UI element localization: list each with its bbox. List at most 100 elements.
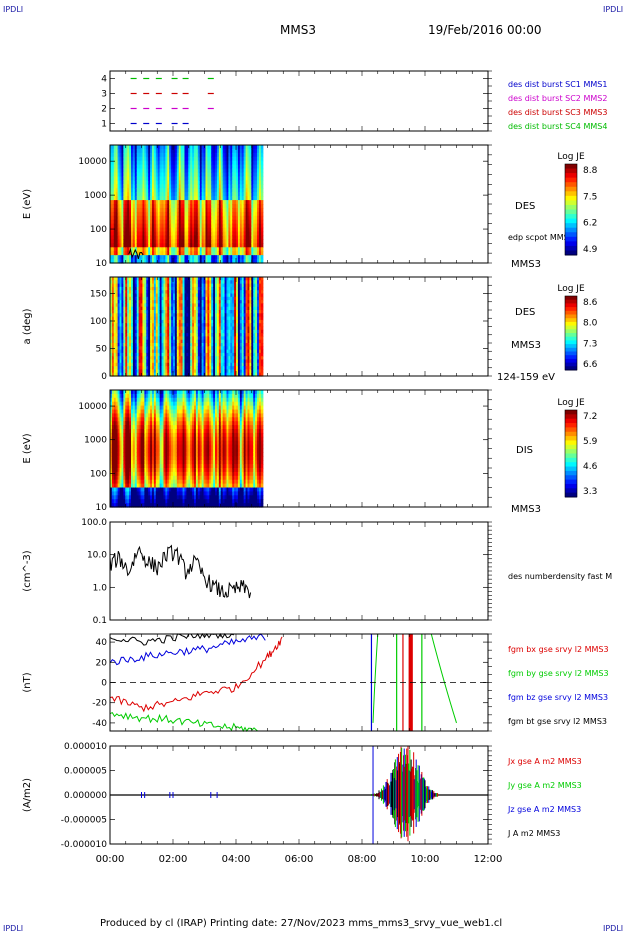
dis-energy-colorbar-segment <box>565 410 577 415</box>
pitch-colorbar-frame <box>564 295 578 371</box>
pitch-y-tick-label: 0 <box>101 372 107 382</box>
des-energy-y-tick-label: 10000 <box>78 157 107 167</box>
dis-energy-colorbar-segment <box>565 427 577 433</box>
x-tick-label: 02:00 <box>159 854 188 865</box>
current-legend-1: Jx gse A m2 MMS3 <box>507 757 582 766</box>
corner-label-bottom-left: IPDLI <box>3 924 24 933</box>
pitch-sc-label: MMS3 <box>511 340 541 351</box>
des-energy-colorbar-segment <box>565 204 577 210</box>
bfield-ylabel: (nT) <box>22 672 33 692</box>
scpot-trace <box>128 247 144 259</box>
dis-energy-colorbar-tick-label: 7.2 <box>583 412 597 422</box>
date-title: 19/Feb/2016 00:00 <box>428 23 542 37</box>
density-y-tick-label: 0.1 <box>93 616 107 626</box>
x-tick-label: 08:00 <box>348 854 377 865</box>
bfield-legend-4: fgm bt gse srvy l2 MMS3 <box>508 717 607 726</box>
bfield-y-tick-label: -40 <box>92 719 107 729</box>
des-energy-colorbar-segment <box>565 232 577 238</box>
dis-energy-colorbar-segment <box>565 440 577 446</box>
dis-energy-colorbar-segment <box>565 436 577 441</box>
des-energy-colorbar-segment <box>565 191 577 197</box>
burst-y-tick-label: 4 <box>101 75 107 85</box>
pitch-colorbar-segment <box>565 336 577 341</box>
current-legend-4: J A m2 MMS3 <box>507 829 560 838</box>
spacecraft-title: MMS3 <box>280 23 316 37</box>
des-energy-colorbar-segment <box>565 218 577 224</box>
pitch-colorbar-segment <box>565 325 577 330</box>
density-y-tick-label: 100.0 <box>81 518 107 528</box>
pitch-colorbar-segment <box>565 355 577 360</box>
density-line <box>109 544 252 599</box>
pitch-colorbar-segment <box>565 351 577 356</box>
b-series-line-4 <box>109 632 234 646</box>
pitch-colorbar-segment <box>565 321 577 327</box>
pitch-colorbar-segment <box>565 340 577 345</box>
bfield-legend-1: fgm bx gse srvy l2 MMS3 <box>508 645 609 654</box>
pitch-energy-range: 124-159 eV <box>497 372 555 383</box>
corner-label-top-left: IPDLI <box>3 5 24 14</box>
pitch-colorbar-tick-label: 6.6 <box>583 360 598 370</box>
des-energy-colorbar-segment <box>565 186 577 192</box>
bfield-y-tick-label: 0 <box>101 679 107 689</box>
des-energy-colorbar-frame <box>564 163 578 256</box>
footer-credits: Produced by cl (IRAP) Printing date: 27/… <box>100 918 503 929</box>
corner-label-bottom-right: IPDLI <box>603 924 624 933</box>
des-energy-colorbar-segment <box>565 195 577 201</box>
des-energy-colorbar-segment <box>565 164 577 170</box>
burst-legend-1: des dist burst SC1 MMS1 <box>508 80 607 89</box>
density-y-tick-label: 1.0 <box>93 583 108 593</box>
dis-energy-colorbar-segment <box>565 475 577 481</box>
plot-canvas: 1 2 3 4 des dist burst SC1 MMS1 des dist burs… <box>22 70 612 865</box>
dis-energy-colorbar-segment <box>565 431 577 437</box>
des-energy-colorbar-tick-label: 7.5 <box>583 192 597 202</box>
dis-energy-colorbar-tick-label: 3.3 <box>583 487 597 497</box>
des-energy-y-tick-label: 1000 <box>84 191 107 201</box>
dis-energy-colorbar-segment <box>565 414 577 420</box>
dis-energy-colorbar-segment <box>565 483 577 489</box>
pitch-colorbar-tick-label: 8.6 <box>583 298 598 308</box>
pitch-colorbar-segment <box>565 299 577 304</box>
current-y-tick-label: 0.000010 <box>64 742 107 752</box>
dis-energy-colorbar-tick-label: 4.6 <box>583 462 598 472</box>
dis-energy-colorbar-segment <box>565 453 577 459</box>
pitch-colorbar-segment <box>565 314 577 319</box>
des-energy-label: DES <box>515 201 535 212</box>
bfield-y-tick-label: 40 <box>96 638 108 648</box>
des-energy-colorbar-title: Log JE <box>557 152 585 162</box>
bfield-y-tick-label: 20 <box>96 658 108 668</box>
density-legend: des numberdensity fast M <box>508 572 612 581</box>
current-y-tick-label: -0.000010 <box>61 840 107 850</box>
density-y-tick-label: 10.0 <box>87 551 107 561</box>
des-energy-y-tick-label: 100 <box>90 225 107 235</box>
density-ylabel: (cm^-3) <box>22 550 33 591</box>
des-energy-colorbar-tick-label: 4.9 <box>583 245 598 255</box>
pitch-colorbar-segment <box>565 296 577 301</box>
des-energy-y-tick-label: 10 <box>96 259 108 269</box>
pitch-colorbar-segment <box>565 347 577 352</box>
bfield-legend-2: fgm by gse srvy l2 MMS3 <box>508 669 609 678</box>
pa-heatmap-cells <box>110 277 264 377</box>
pitch-colorbar-tick-label: 8.0 <box>583 319 598 329</box>
dis-energy-colorbar-segment <box>565 466 577 472</box>
des-energy-colorbar-segment <box>565 182 577 188</box>
dis-energy-y-tick-label: 100 <box>90 469 107 479</box>
des-energy-colorbar-segment <box>565 245 577 251</box>
pitch-y-tick-label: 100 <box>90 317 107 327</box>
des-energy-colorbar-segment <box>565 214 577 220</box>
panel-frame-4 <box>109 521 489 621</box>
pitch-colorbar-tick-label: 7.3 <box>583 339 597 349</box>
pitch-ylabel: a (deg) <box>22 308 33 344</box>
burst-y-tick-label: 1 <box>101 120 107 130</box>
dis-energy-y-tick-label: 10000 <box>78 402 107 412</box>
pitch-colorbar-segment <box>565 303 577 308</box>
dis-energy-colorbar-segment <box>565 423 577 428</box>
panel-frame-0 <box>109 70 489 132</box>
des-energy-colorbar-segment <box>565 227 577 233</box>
corner-label-top-right: IPDLI <box>603 5 624 14</box>
dis-energy-colorbar-segment <box>565 444 577 450</box>
dis-heatmap-cells <box>110 390 264 508</box>
dis-energy-colorbar-segment <box>565 488 577 494</box>
pitch-colorbar-segment <box>565 362 577 367</box>
des-energy-colorbar-segment <box>565 223 577 229</box>
scpot-label: edp scpot MMS3 <box>508 233 574 242</box>
